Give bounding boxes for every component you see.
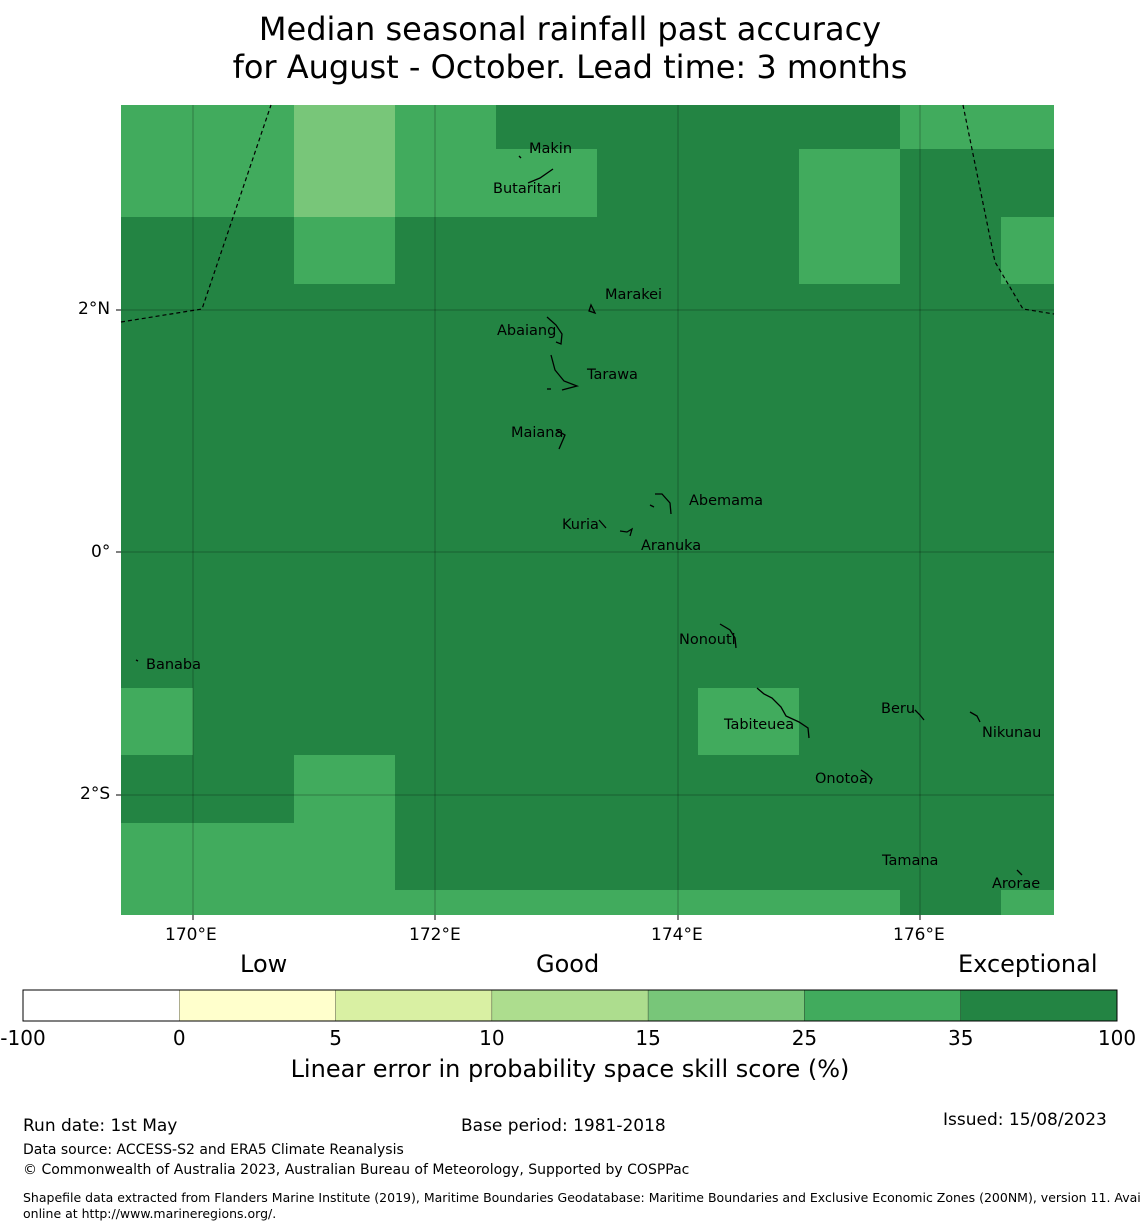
place-label: Tarawa (587, 367, 638, 383)
colorbar-swatch (179, 989, 336, 1022)
colorbar-tick-label: 100 (1097, 1026, 1137, 1050)
issued-date: Issued: 15/08/2023 (943, 1110, 1107, 1130)
colorbar-swatch (335, 989, 493, 1022)
colorbar-swatch (647, 989, 805, 1022)
grid-cell (395, 890, 900, 915)
place-label: Beru (881, 701, 916, 717)
category-exceptional-label: Exceptional (958, 950, 1098, 978)
grid-cell (121, 105, 294, 217)
axis-ticks (116, 309, 921, 920)
colorbar-swatch (491, 989, 649, 1022)
copyright: © Commonwealth of Australia 2023, Austra… (23, 1162, 690, 1178)
grid-cell (121, 688, 193, 755)
eez-boundaries (120, 104, 1055, 323)
grid-cell (900, 105, 1054, 149)
grid-cell (1001, 890, 1054, 915)
colorbar-swatches (22, 989, 1118, 1022)
run-date: Run date: 1st May (23, 1116, 178, 1136)
colorbar-tick-label: 0 (172, 1026, 186, 1050)
place-label: Kuria (562, 517, 599, 533)
colorbar-tick-label: 35 (947, 1026, 974, 1050)
place-label: Arorae (992, 876, 1041, 892)
island-outlines (135, 155, 1023, 876)
grid-cell (1001, 217, 1054, 284)
place-label: Nonouti (679, 632, 736, 648)
category-low-label: Low (240, 950, 288, 978)
lon-tick-label: 172°E (409, 925, 461, 945)
colorbar-swatch (22, 989, 180, 1022)
colorbar-tick-label: 5 (329, 1026, 342, 1050)
lat-tick-label: 2°S (80, 784, 111, 804)
colorbar-title: Linear error in probability space skill … (290, 1055, 850, 1083)
colorbar-tick-label: 25 (791, 1026, 818, 1050)
grid-cell (294, 105, 395, 217)
lon-tick-label: 170°E (165, 925, 217, 945)
place-label: Onotoa (815, 771, 868, 787)
place-label: Maiana (511, 425, 564, 441)
colorbar-tick-label: 10 (479, 1026, 505, 1050)
place-label: Tamana (882, 853, 939, 869)
grid-cell (294, 217, 395, 284)
data-source: Data source: ACCESS-S2 and ERA5 Climate … (23, 1142, 404, 1158)
shapefile-credit: Shapefile data extracted from Flanders M… (23, 1190, 1140, 1222)
place-label: Nikunau (982, 725, 1042, 741)
grid-cell (799, 149, 900, 284)
title-line-1: Median seasonal rainfall past accuracy (258, 10, 882, 48)
colorbar-swatch (960, 989, 1118, 1022)
grid-cell (121, 823, 395, 915)
gridlines (121, 105, 1054, 915)
place-label: Marakei (605, 287, 663, 303)
place-label: Abaiang (497, 323, 557, 339)
grid-cell (395, 105, 496, 217)
colorbar-swatch (804, 989, 961, 1022)
place-label: Butaritari (493, 181, 562, 197)
colorbar-tick-label: 15 (635, 1026, 661, 1050)
base-period: Base period: 1981-2018 (461, 1116, 666, 1136)
chart-title: Median seasonal rainfall past accuracy f… (0, 10, 1140, 86)
colorbar-tick-label: -100 (0, 1026, 46, 1050)
grid-cell (698, 688, 799, 755)
skill-grid (121, 105, 1054, 915)
grid-cell (294, 755, 395, 823)
place-label: Aranuka (641, 538, 702, 554)
title-line-2: for August - October. Lead time: 3 month… (232, 48, 908, 86)
lon-tick-label: 174°E (651, 925, 703, 945)
colorbar-frame (22, 989, 1118, 1022)
category-good-label: Good (536, 950, 600, 978)
place-label: Abemama (689, 493, 764, 509)
lon-tick-label: 176°E (893, 925, 945, 945)
grid-cell (496, 149, 597, 217)
shapefile-credit-line-1: Shapefile data extracted from Flanders M… (23, 1190, 1140, 1205)
place-label: Banaba (146, 657, 201, 673)
shapefile-credit-line-2: online at http://www.marineregions.org/. (23, 1206, 277, 1221)
lat-tick-label: 2°N (78, 299, 111, 319)
place-label: Tabiteuea (724, 717, 795, 733)
lat-tick-label: 0° (91, 542, 111, 562)
place-label: Makin (529, 141, 573, 157)
